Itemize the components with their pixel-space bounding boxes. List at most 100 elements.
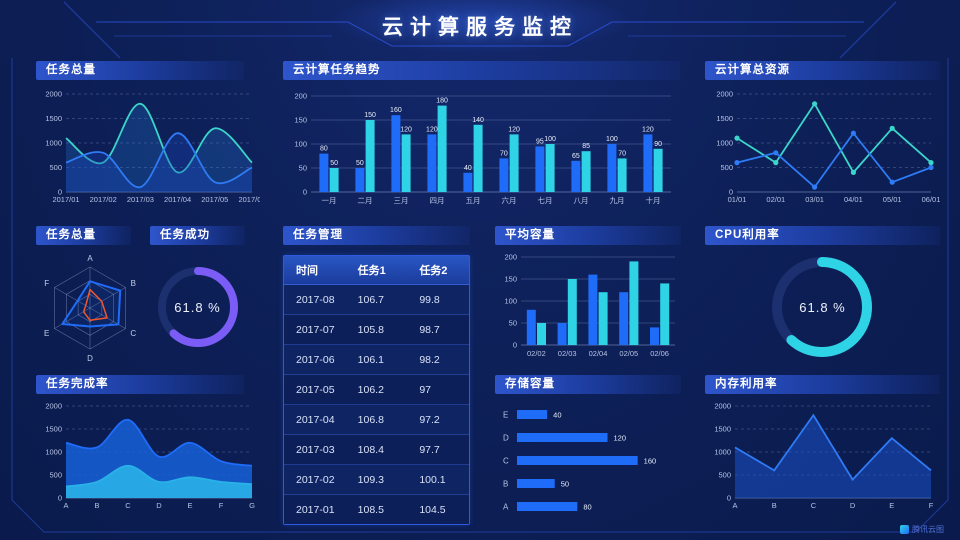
panel-task-completion: 任务完成率 0 500 1000 1500 2000 A B C D E F G [36, 375, 260, 527]
panel-cloud-task-trend: 云计算任务趋势 0 50 100 150 200 一月 二月 三月 四月 五月 六月 七月 八月 九月 十月… [283, 61, 680, 223]
table-row: 2017-03 108.4 97.7 [284, 434, 469, 465]
svg-text:02/06: 02/06 [650, 349, 669, 358]
memory-usage-line-chart: 0 500 1000 1500 2000 A B C D E F [705, 394, 940, 527]
svg-text:D: D [156, 501, 162, 510]
svg-text:2017/05: 2017/05 [201, 195, 228, 204]
panel-title: 平均容量 [495, 226, 681, 245]
table-cell: 2017-07 [284, 314, 346, 345]
panel-task-management: 任务管理 时间 任务1 任务2 2017-08 106.7 99.8 2017-07 105… [283, 226, 470, 525]
task-table-box: 时间 任务1 任务2 2017-08 106.7 99.8 2017-07 105.8 98.… [283, 255, 470, 525]
table-cell: 106.8 [345, 404, 408, 435]
table-cell: 109.3 [345, 464, 408, 495]
table-header-cell: 任务2 [407, 256, 469, 285]
panel-title: 任务完成率 [36, 375, 244, 394]
table-cell: 2017-05 [284, 374, 346, 405]
svg-text:90: 90 [654, 141, 662, 148]
cpu_gauge-svg [772, 257, 872, 357]
svg-text:80: 80 [320, 146, 328, 153]
table-cell: 104.5 [407, 494, 469, 524]
svg-text:40: 40 [464, 165, 472, 172]
svg-text:2017/06: 2017/06 [238, 195, 260, 204]
svg-text:F: F [929, 501, 934, 510]
svg-text:F: F [219, 501, 224, 510]
svg-text:B: B [131, 279, 136, 288]
panel-title: CPU利用率 [705, 226, 940, 245]
svg-text:70: 70 [618, 150, 626, 157]
svg-text:A: A [87, 254, 93, 263]
svg-text:02/01: 02/01 [766, 195, 785, 204]
svg-text:120: 120 [426, 126, 438, 133]
svg-text:二月: 二月 [358, 196, 373, 205]
svg-text:1000: 1000 [714, 448, 731, 457]
svg-text:500: 500 [49, 163, 62, 172]
svg-text:100: 100 [606, 136, 618, 143]
avg_capacity-svg: 0 50 100 150 200 02/02 02/03 02/04 02/05 02/06 [504, 253, 675, 358]
svg-text:2017/04: 2017/04 [164, 195, 191, 204]
panel-title: 任务管理 [283, 226, 470, 245]
svg-text:160: 160 [644, 457, 657, 466]
svg-text:120: 120 [508, 126, 520, 133]
task-table: 时间 任务1 任务2 2017-08 106.7 99.8 2017-07 105.8 98.… [284, 256, 469, 524]
svg-text:50: 50 [356, 160, 364, 167]
svg-text:50: 50 [509, 319, 517, 328]
svg-text:120: 120 [400, 126, 412, 133]
panel-avg-capacity: 平均容量 0 50 100 150 200 02/02 02/03 02/04 02/05 02/… [495, 226, 681, 374]
table-cell: 97.2 [407, 404, 469, 435]
svg-text:E: E [503, 411, 508, 420]
svg-text:0: 0 [303, 188, 307, 197]
svg-text:03/01: 03/01 [805, 195, 824, 204]
task_completion-svg: 0 500 1000 1500 2000 A B C D E F G [45, 402, 255, 511]
svg-text:500: 500 [720, 163, 733, 172]
svg-text:180: 180 [436, 98, 448, 105]
svg-text:B: B [94, 501, 99, 510]
panel-title: 内存利用率 [705, 375, 940, 394]
table-cell: 100.1 [407, 464, 469, 495]
storage-capacity-hbar-chart: E 40 D 120 C 160 B 50 A 80 [495, 394, 681, 527]
panel-memory-usage: 内存利用率 0 500 1000 1500 2000 A B C D E F [705, 375, 940, 527]
panel-task-total-trend: 任务总量 0 500 1000 1500 2000 2017/01 2017/02 2017/… [36, 61, 266, 223]
panel-title: 任务总量 [36, 226, 131, 245]
table-cell: 2017-06 [284, 344, 346, 375]
table-cell: 2017-04 [284, 404, 346, 435]
svg-text:160: 160 [390, 107, 402, 114]
panel-title: 云计算任务趋势 [283, 61, 680, 80]
panel-title: 任务总量 [36, 61, 244, 80]
svg-text:八月: 八月 [574, 196, 589, 205]
svg-text:B: B [503, 480, 508, 489]
svg-text:C: C [811, 501, 817, 510]
table-cell: 105.8 [345, 314, 408, 345]
svg-text:120: 120 [614, 434, 627, 443]
svg-text:05/01: 05/01 [883, 195, 902, 204]
svg-text:A: A [503, 503, 509, 512]
svg-text:六月: 六月 [502, 195, 517, 205]
svg-text:1500: 1500 [45, 425, 62, 434]
memory-svg: 0 500 1000 1500 2000 A B C D E F [714, 402, 934, 511]
svg-text:500: 500 [718, 471, 731, 480]
svg-text:120: 120 [642, 126, 654, 133]
table-row: 2017-06 106.1 98.2 [284, 344, 469, 375]
svg-text:65: 65 [572, 153, 580, 160]
table-cell: 2017-03 [284, 434, 346, 465]
panel-task-total-radar: 任务总量 A B C D E F [36, 226, 140, 374]
task_success_gauge-svg [158, 267, 238, 347]
svg-text:2017/02: 2017/02 [90, 195, 117, 204]
svg-text:1000: 1000 [45, 139, 62, 148]
svg-text:200: 200 [294, 92, 307, 101]
svg-text:150: 150 [294, 116, 307, 125]
svg-text:四月: 四月 [430, 196, 445, 205]
svg-text:B: B [772, 501, 777, 510]
table-header-cell: 任务1 [345, 256, 408, 285]
panel-total-resources: 云计算总资源 0 500 1000 1500 2000 01/01 02/01 03/01 04… [705, 61, 940, 223]
table-cell: 106.1 [345, 344, 408, 375]
svg-text:40: 40 [553, 411, 561, 420]
table-row: 2017-04 106.8 97.2 [284, 404, 469, 435]
task-total-radar-chart: A B C D E F [36, 245, 140, 374]
svg-text:C: C [130, 329, 136, 338]
svg-text:02/05: 02/05 [619, 349, 638, 358]
brand-logo-icon [900, 525, 909, 534]
svg-text:04/01: 04/01 [844, 195, 863, 204]
table-cell: 106.2 [345, 374, 408, 405]
svg-text:0: 0 [727, 494, 731, 503]
